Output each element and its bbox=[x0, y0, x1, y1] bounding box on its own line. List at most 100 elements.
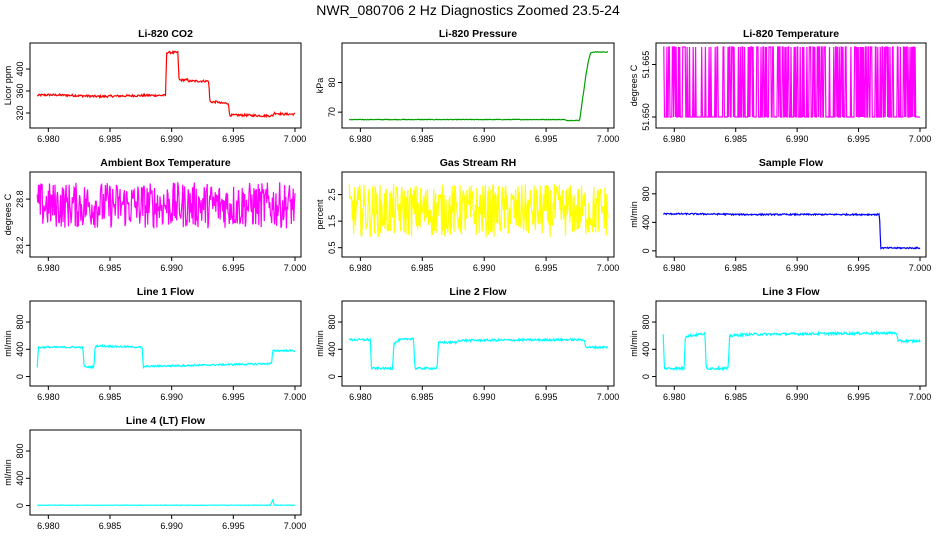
plot-frame bbox=[655, 171, 927, 258]
y-tick-label: 0 bbox=[641, 248, 651, 253]
y-axis-label: kPa bbox=[315, 78, 325, 94]
chart-panel-6: Sample Flow 6.980 6.985 6.990 6.995 7.000 0 400… bbox=[629, 157, 931, 273]
series-line bbox=[663, 46, 920, 118]
y-axis-label: ml/min bbox=[629, 330, 639, 357]
x-tick-label: 6.980 bbox=[37, 134, 60, 144]
x-tick-label: 6.995 bbox=[847, 134, 870, 144]
y-tick-label: 0.5 bbox=[327, 241, 337, 254]
x-tick-label: 6.990 bbox=[473, 392, 496, 402]
y-tick-label: 28.2 bbox=[15, 237, 25, 255]
chart-panel-3: Li-820 Temperature 6.980 6.985 6.990 6.995 7.… bbox=[629, 28, 931, 144]
plot-frame bbox=[341, 171, 615, 258]
x-tick-label: 6.990 bbox=[160, 263, 183, 273]
y-tick-label: 400 bbox=[641, 215, 651, 230]
y-axis-label: ml/min bbox=[315, 330, 325, 357]
x-tick-label: 6.995 bbox=[535, 134, 558, 144]
series-line bbox=[662, 330, 921, 372]
x-tick-label: 7.000 bbox=[597, 263, 620, 273]
y-tick-label: 800 bbox=[15, 315, 25, 330]
y-tick-label: 800 bbox=[15, 444, 25, 459]
x-tick-label: 6.980 bbox=[37, 521, 60, 531]
x-tick-label: 6.990 bbox=[473, 134, 496, 144]
x-tick-label: 7.000 bbox=[909, 134, 932, 144]
x-tick-label: 7.000 bbox=[909, 263, 932, 273]
panel-title: Line 1 Flow bbox=[137, 286, 195, 298]
x-tick-label: 6.995 bbox=[222, 134, 245, 144]
series-line bbox=[36, 182, 296, 230]
panel-title: Gas Stream RH bbox=[440, 157, 516, 169]
y-tick-label: 800 bbox=[327, 315, 337, 330]
panel-title: Ambient Box Temperature bbox=[100, 157, 231, 169]
y-tick-label: 51.650 bbox=[641, 103, 651, 131]
y-tick-label: 400 bbox=[15, 342, 25, 357]
y-tick-label: 28.8 bbox=[15, 190, 25, 208]
y-axis-label: ml/min bbox=[629, 201, 639, 228]
y-tick-label: 0 bbox=[327, 374, 337, 379]
x-tick-label: 7.000 bbox=[284, 263, 307, 273]
y-tick-label: 400 bbox=[641, 342, 651, 357]
panel-title: Li-820 Pressure bbox=[439, 28, 517, 40]
x-tick-label: 6.990 bbox=[160, 134, 183, 144]
x-tick-label: 7.000 bbox=[597, 392, 620, 402]
y-tick-label: 800 bbox=[641, 315, 651, 330]
x-tick-label: 6.995 bbox=[222, 521, 245, 531]
x-tick-label: 6.985 bbox=[411, 263, 434, 273]
y-axis-label: ml/min bbox=[3, 330, 13, 357]
series-line bbox=[36, 498, 296, 507]
x-tick-label: 6.995 bbox=[535, 263, 558, 273]
x-tick-label: 6.985 bbox=[411, 134, 434, 144]
x-tick-label: 6.990 bbox=[160, 392, 183, 402]
panel-title: Li-820 CO2 bbox=[138, 28, 193, 40]
series-line bbox=[36, 49, 296, 119]
x-tick-label: 6.985 bbox=[724, 392, 747, 402]
x-tick-label: 6.995 bbox=[222, 392, 245, 402]
plot-frame bbox=[341, 42, 615, 129]
x-tick-label: 6.990 bbox=[473, 263, 496, 273]
y-tick-label: 0 bbox=[15, 374, 25, 379]
y-tick-label: 800 bbox=[641, 186, 651, 201]
plot-frame bbox=[341, 300, 615, 387]
x-tick-label: 6.995 bbox=[847, 263, 870, 273]
x-tick-label: 6.980 bbox=[663, 134, 686, 144]
y-tick-label: 2.5 bbox=[327, 188, 337, 201]
x-tick-label: 7.000 bbox=[284, 392, 307, 402]
panel-title: Line 4 (LT) Flow bbox=[126, 415, 206, 427]
x-tick-label: 6.985 bbox=[411, 392, 434, 402]
y-axis-label: degrees C bbox=[3, 193, 13, 235]
plot-frame bbox=[29, 171, 302, 258]
panel-title: Line 3 Flow bbox=[762, 286, 820, 298]
x-tick-label: 6.990 bbox=[786, 392, 809, 402]
plot-frame bbox=[29, 300, 302, 387]
x-tick-label: 6.990 bbox=[160, 521, 183, 531]
x-tick-label: 6.990 bbox=[786, 263, 809, 273]
chart-panel-4: Ambient Box Temperature 6.980 6.985 6.990 6.… bbox=[3, 157, 306, 273]
y-tick-label: 1.5 bbox=[327, 215, 337, 228]
x-tick-label: 6.980 bbox=[37, 263, 60, 273]
x-tick-label: 6.985 bbox=[99, 521, 122, 531]
x-tick-label: 6.990 bbox=[786, 134, 809, 144]
y-tick-label: 70 bbox=[327, 107, 337, 117]
y-axis-label: degrees C bbox=[629, 64, 639, 106]
x-tick-label: 6.980 bbox=[349, 263, 372, 273]
x-tick-label: 6.995 bbox=[535, 392, 558, 402]
y-axis-label: ml/min bbox=[3, 459, 13, 486]
x-tick-label: 7.000 bbox=[597, 134, 620, 144]
x-tick-label: 6.980 bbox=[663, 392, 686, 402]
plot-frame bbox=[29, 429, 302, 516]
x-tick-label: 6.980 bbox=[663, 263, 686, 273]
series-line bbox=[348, 337, 609, 372]
y-tick-label: 400 bbox=[327, 342, 337, 357]
x-tick-label: 6.985 bbox=[99, 134, 122, 144]
plot-frame bbox=[29, 42, 302, 129]
x-tick-label: 6.995 bbox=[847, 392, 870, 402]
x-tick-label: 6.985 bbox=[724, 134, 747, 144]
chart-panel-10: Line 4 (LT) Flow 6.980 6.985 6.990 6.995 7.00… bbox=[3, 415, 306, 531]
x-tick-label: 6.985 bbox=[99, 263, 122, 273]
x-tick-label: 6.980 bbox=[349, 134, 372, 144]
chart-panel-1: Li-820 CO2 6.980 6.985 6.990 6.995 7.000 320 36… bbox=[3, 28, 306, 144]
plot-frame bbox=[655, 300, 927, 387]
chart-panel-8: Line 2 Flow 6.980 6.985 6.990 6.995 7.000 0 400… bbox=[315, 286, 619, 402]
figure-title: NWR_080706 2 Hz Diagnostics Zoomed 23.5-… bbox=[316, 2, 620, 18]
panel-title: Li-820 Temperature bbox=[743, 28, 839, 40]
